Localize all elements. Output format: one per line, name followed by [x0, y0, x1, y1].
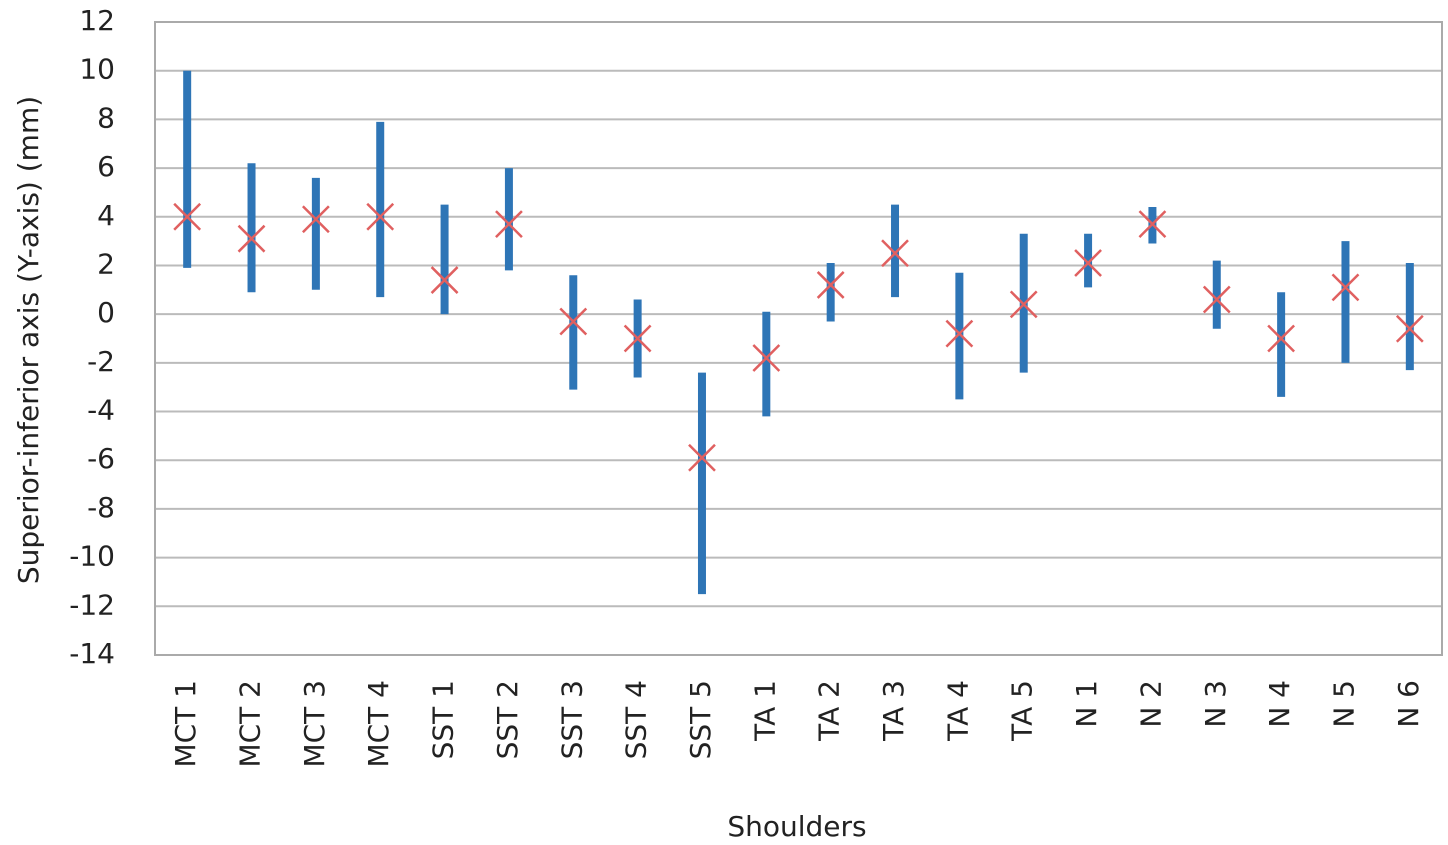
- x-tick-label: TA 4: [941, 680, 974, 742]
- mean-marker: [1267, 324, 1296, 353]
- mean-marker: [237, 224, 266, 253]
- y-tick-label: -6: [87, 442, 115, 475]
- x-tick-label: TA 2: [813, 680, 846, 742]
- mean-marker: [752, 344, 781, 372]
- mean-marker: [945, 319, 974, 348]
- mean-marker: [1138, 210, 1167, 238]
- x-tick-label: MCT 3: [298, 680, 331, 768]
- mean-marker: [1331, 273, 1360, 302]
- y-tick-label: -14: [69, 637, 115, 670]
- x-tick-label: SST 4: [620, 680, 653, 759]
- y-tick-label: 0: [97, 296, 115, 329]
- mean-marker: [1009, 290, 1038, 319]
- x-tick-label: SST 5: [684, 680, 717, 759]
- x-tick-label: SST 2: [491, 680, 524, 759]
- mean-marker: [623, 324, 652, 353]
- mean-marker: [881, 239, 909, 268]
- mean-marker: [173, 202, 202, 231]
- plot-border: [154, 21, 1443, 656]
- x-tick-label: N 3: [1199, 680, 1232, 728]
- mean-marker: [559, 307, 588, 336]
- y-tick-label: 10: [79, 53, 115, 86]
- x-tick-label: TA 5: [1006, 680, 1039, 742]
- x-tick-label: N 5: [1327, 680, 1360, 728]
- mean-marker: [366, 202, 395, 231]
- mean-marker: [301, 205, 330, 234]
- mean-marker: [430, 266, 459, 294]
- mean-marker: [495, 210, 523, 238]
- x-tick-label: SST 3: [555, 680, 588, 759]
- x-tick-label: TA 3: [877, 680, 910, 742]
- y-tick-label: -2: [87, 345, 115, 378]
- y-tick-label: -10: [69, 540, 115, 573]
- x-tick-label: SST 1: [427, 680, 460, 759]
- y-tick-label: 4: [97, 199, 115, 232]
- y-axis-title: Superior-inferior axis (Y-axis) (mm): [12, 96, 45, 584]
- x-axis-title: Shoulders: [727, 810, 866, 843]
- x-tick-label: N 6: [1392, 680, 1425, 728]
- y-tick-label: 6: [97, 150, 115, 183]
- mean-marker: [688, 443, 716, 472]
- x-tick-label: TA 1: [748, 680, 781, 742]
- y-tick-label: -12: [69, 588, 115, 621]
- x-tick-label: N 4: [1263, 680, 1296, 728]
- y-tick-label: -8: [87, 491, 115, 524]
- x-tick-label: N 2: [1134, 680, 1167, 728]
- mean-marker: [816, 271, 845, 299]
- y-tick-label: 2: [97, 247, 115, 280]
- x-tick-label: MCT 2: [234, 680, 267, 768]
- y-tick-label: 12: [79, 4, 115, 37]
- x-tick-label: N 1: [1070, 680, 1103, 728]
- mean-marker: [1074, 249, 1102, 277]
- mean-marker: [1395, 314, 1424, 343]
- mean-marker: [1202, 285, 1231, 314]
- x-tick-label: MCT 4: [362, 680, 395, 768]
- x-tick-label: MCT 1: [169, 680, 202, 768]
- y-tick-label: 8: [97, 101, 115, 134]
- y-tick-label: -4: [87, 394, 115, 427]
